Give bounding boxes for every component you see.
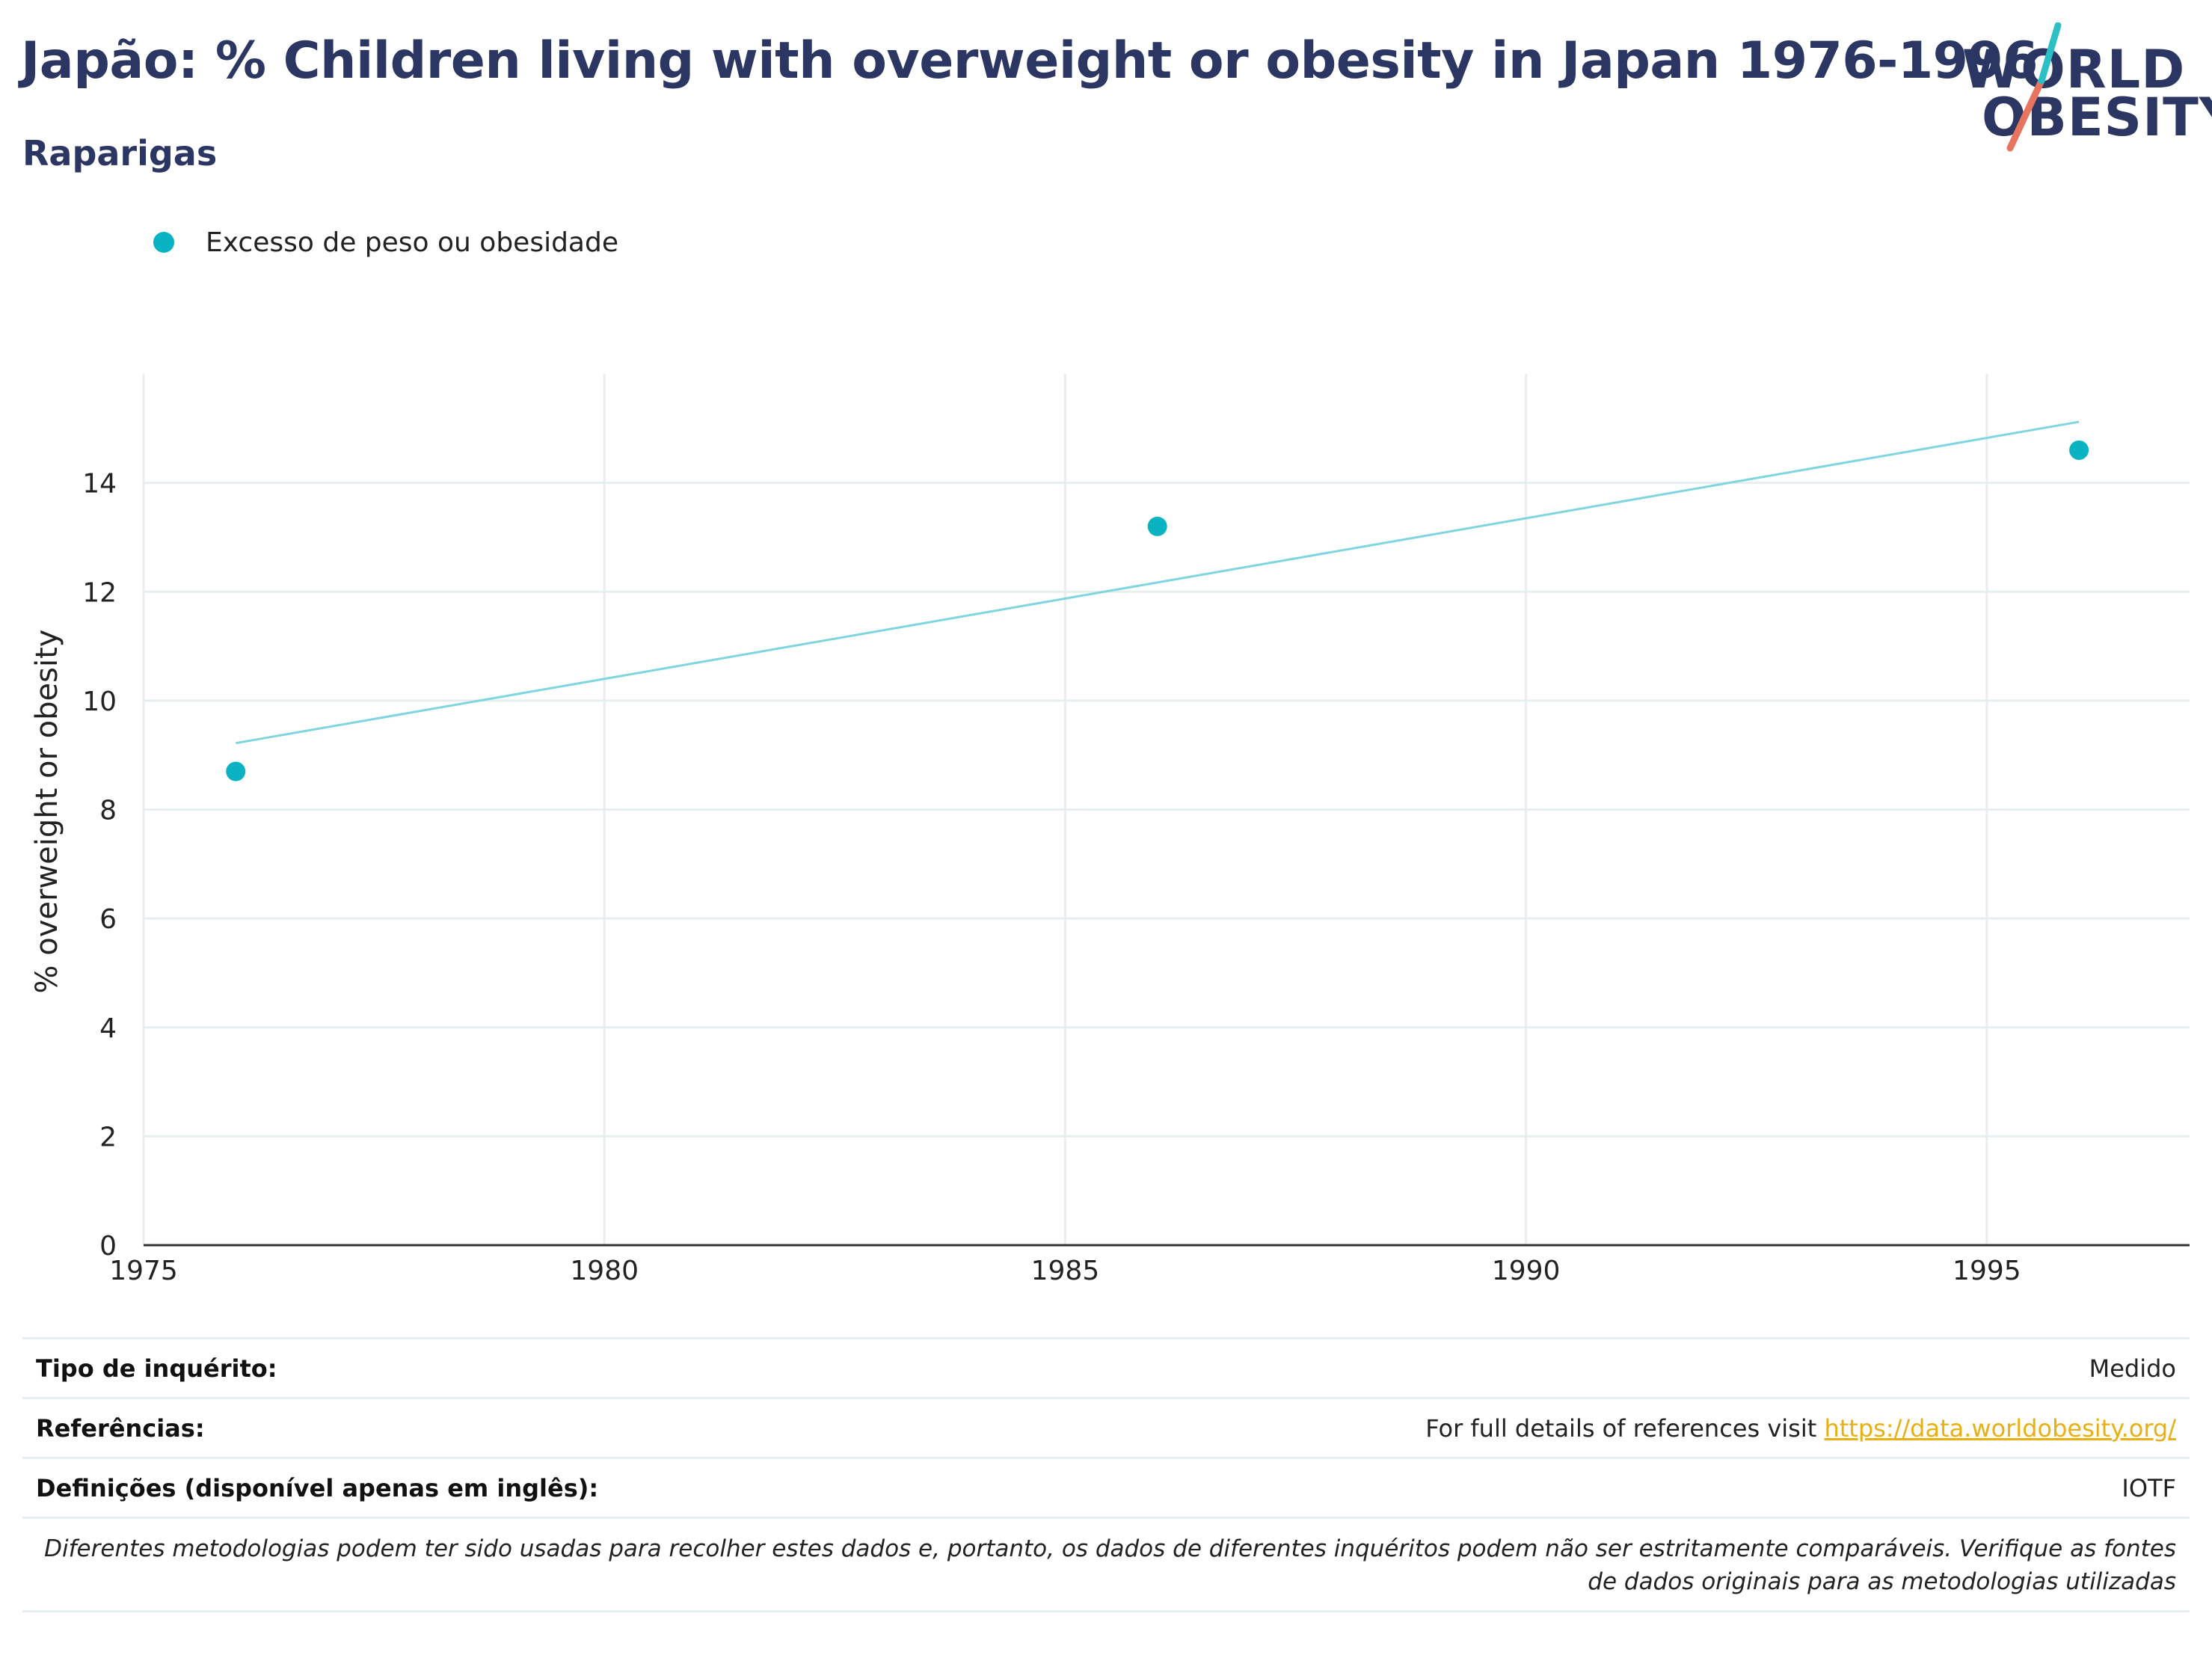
y-tick-label: 12 <box>82 577 117 608</box>
chart-plot: 1975 1980 1985 1990 1995 0 2 4 6 8 10 12 14 % overwe… <box>30 374 2190 1286</box>
y-tick-label: 2 <box>99 1122 117 1152</box>
info-key: Referências: <box>36 1413 205 1443</box>
chart-marks <box>226 420 2089 782</box>
logo-slash-icon <box>2006 22 2062 152</box>
note-line-2: de dados originais para as metodologias … <box>1588 1568 2176 1595</box>
y-tick-label: 6 <box>99 904 117 935</box>
x-tick-label: 1985 <box>1031 1256 1100 1286</box>
chart-subtitle: Raparigas <box>22 133 218 174</box>
info-row-survey-type: Tipo de inquérito: Medido <box>22 1337 2190 1397</box>
x-tick-label: 1975 <box>109 1256 178 1286</box>
chart-title: Japão: % Children living with overweight… <box>21 31 2039 90</box>
info-row-references: Referências: For full details of referen… <box>22 1397 2190 1457</box>
legend-marker <box>153 232 174 253</box>
y-tick-label: 14 <box>82 469 117 500</box>
x-tick-label: 1980 <box>570 1256 639 1286</box>
info-value: For full details of references visit htt… <box>1425 1414 2176 1443</box>
y-tick-label: 8 <box>99 796 117 826</box>
info-key: Definições (disponível apenas em inglês)… <box>36 1473 599 1502</box>
references-link[interactable]: https://data.worldobesity.org/ <box>1824 1413 2176 1443</box>
methodology-note: Diferentes metodologias podem ter sido u… <box>22 1517 2190 1612</box>
logo-line-1: WORLD <box>1962 39 2186 100</box>
data-point <box>2069 440 2089 460</box>
survey-info-table: Tipo de inquérito: Medido Referências: F… <box>22 1337 2190 1612</box>
data-point <box>226 761 246 782</box>
logo-line-2: OBESITY <box>1982 87 2212 148</box>
note-line-1: Diferentes metodologias podem ter sido u… <box>44 1535 2176 1562</box>
trend-line <box>235 420 2080 745</box>
y-axis-title: % overweight or obesity <box>30 630 64 994</box>
chart-grid <box>142 374 2190 1245</box>
legend-label: Excesso de peso ou obesidade <box>206 227 618 258</box>
x-tick-label: 1990 <box>1492 1256 1561 1286</box>
world-obesity-logo[interactable]: WORLD OBESITY <box>1959 22 2212 157</box>
y-tick-label: 0 <box>99 1231 117 1262</box>
data-point <box>1147 516 1167 536</box>
x-tick-label: 1995 <box>1953 1256 2021 1286</box>
y-tick-label: 4 <box>99 1013 117 1044</box>
chart-legend[interactable]: Excesso de peso ou obesidade <box>153 226 618 259</box>
info-row-definitions: Definições (disponível apenas em inglês)… <box>22 1457 2190 1517</box>
chart-axes: 1975 1980 1985 1990 1995 0 2 4 6 8 10 12 14 <box>82 469 2190 1286</box>
info-value: IOTF <box>2122 1473 2176 1502</box>
info-value: Medido <box>2089 1354 2176 1383</box>
y-tick-label: 10 <box>82 687 117 717</box>
references-text: For full details of references visit <box>1425 1413 1825 1443</box>
info-key: Tipo de inquérito: <box>36 1354 277 1383</box>
